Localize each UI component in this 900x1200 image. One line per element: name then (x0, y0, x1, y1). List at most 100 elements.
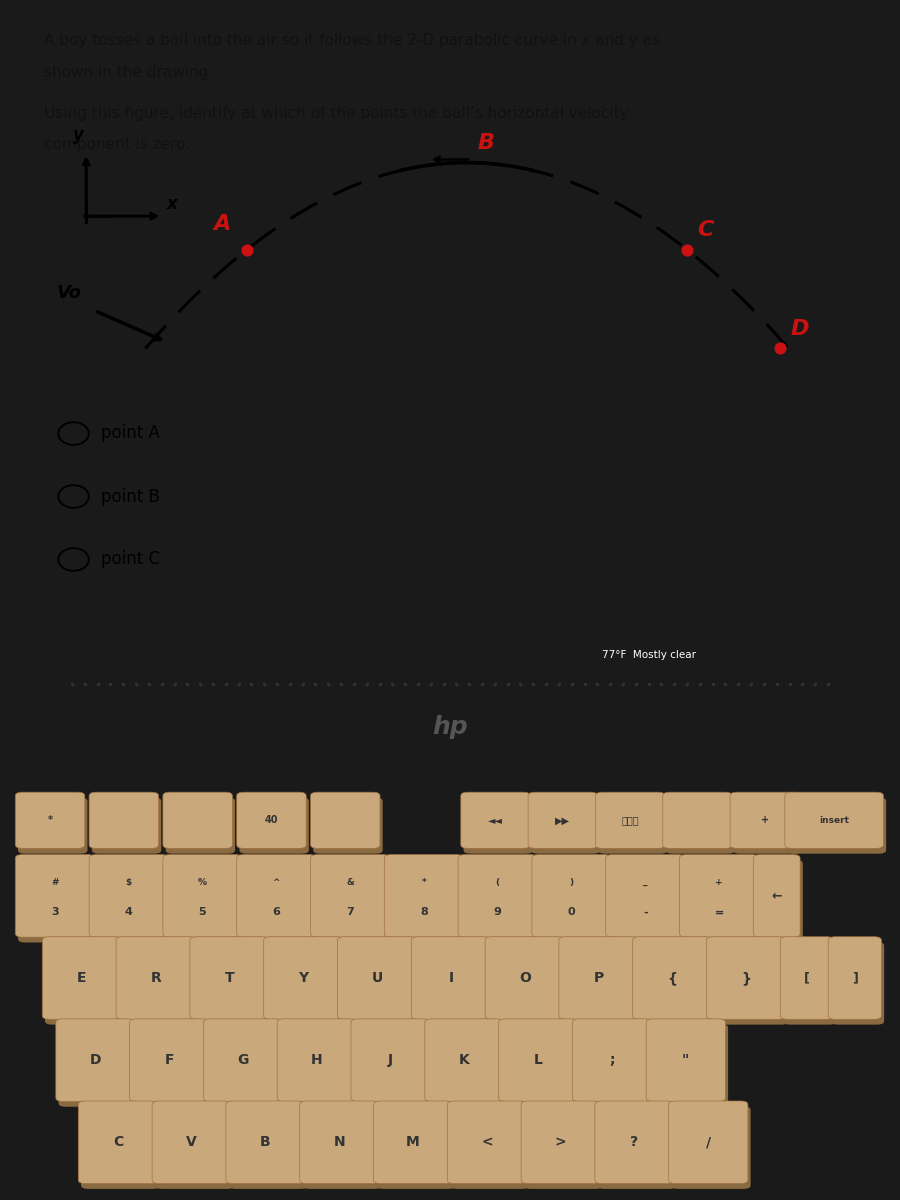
Text: Vo: Vo (57, 284, 82, 302)
FancyBboxPatch shape (458, 854, 537, 937)
FancyBboxPatch shape (45, 942, 124, 1025)
FancyBboxPatch shape (92, 860, 171, 942)
FancyBboxPatch shape (166, 798, 235, 853)
FancyBboxPatch shape (532, 854, 611, 937)
Text: +: + (760, 815, 769, 826)
Text: C: C (697, 220, 714, 240)
Text: K: K (459, 1054, 470, 1067)
FancyBboxPatch shape (788, 798, 886, 853)
Text: O: O (518, 971, 531, 985)
FancyBboxPatch shape (464, 798, 533, 853)
FancyBboxPatch shape (524, 1106, 603, 1189)
Text: D: D (90, 1054, 101, 1067)
FancyBboxPatch shape (649, 1024, 728, 1106)
FancyBboxPatch shape (163, 792, 232, 848)
FancyBboxPatch shape (680, 854, 759, 937)
Text: %: % (198, 877, 207, 887)
FancyBboxPatch shape (575, 1024, 654, 1106)
FancyBboxPatch shape (152, 1100, 231, 1183)
FancyBboxPatch shape (226, 1100, 305, 1183)
Text: 4: 4 (125, 907, 132, 918)
FancyBboxPatch shape (598, 1106, 677, 1189)
FancyBboxPatch shape (81, 1106, 160, 1189)
Text: >: > (555, 1135, 566, 1150)
FancyBboxPatch shape (310, 854, 390, 937)
Text: /: / (706, 1135, 711, 1150)
FancyBboxPatch shape (411, 937, 490, 1019)
Text: ?: ? (630, 1135, 639, 1150)
Point (239, 240, 254, 259)
FancyBboxPatch shape (384, 854, 464, 937)
FancyBboxPatch shape (58, 1024, 138, 1106)
FancyBboxPatch shape (450, 1106, 529, 1189)
FancyBboxPatch shape (229, 1106, 308, 1189)
Text: V: V (186, 1135, 197, 1150)
FancyBboxPatch shape (163, 854, 242, 937)
FancyBboxPatch shape (665, 798, 735, 853)
Text: C: C (112, 1135, 123, 1150)
Text: 40: 40 (265, 815, 278, 826)
FancyBboxPatch shape (780, 937, 833, 1019)
Text: +: + (716, 877, 723, 887)
Text: &: & (346, 877, 354, 887)
FancyBboxPatch shape (203, 1019, 283, 1102)
Text: I: I (448, 971, 454, 985)
Text: point A: point A (102, 425, 160, 443)
FancyBboxPatch shape (300, 1100, 379, 1183)
Text: T: T (225, 971, 234, 985)
FancyBboxPatch shape (166, 860, 245, 942)
FancyBboxPatch shape (92, 798, 161, 853)
FancyBboxPatch shape (528, 792, 598, 848)
FancyBboxPatch shape (783, 942, 836, 1025)
FancyBboxPatch shape (572, 1019, 652, 1102)
FancyBboxPatch shape (671, 1106, 751, 1189)
FancyBboxPatch shape (42, 937, 122, 1019)
FancyBboxPatch shape (310, 792, 380, 848)
FancyBboxPatch shape (266, 942, 346, 1025)
Text: U: U (372, 971, 382, 985)
FancyBboxPatch shape (237, 854, 316, 937)
FancyBboxPatch shape (414, 942, 493, 1025)
Text: Using this figure, identify at which of the points the ball’s horizontal velocit: Using this figure, identify at which of … (44, 106, 628, 121)
FancyBboxPatch shape (447, 1100, 526, 1183)
FancyBboxPatch shape (190, 937, 269, 1019)
FancyBboxPatch shape (425, 1019, 504, 1102)
FancyBboxPatch shape (313, 798, 382, 853)
Text: =: = (715, 907, 724, 918)
FancyBboxPatch shape (562, 942, 641, 1025)
Text: 77°F  Mostly clear: 77°F Mostly clear (602, 650, 697, 660)
Text: F: F (165, 1054, 174, 1067)
FancyBboxPatch shape (18, 860, 97, 942)
Point (773, 338, 788, 358)
FancyBboxPatch shape (89, 792, 158, 848)
FancyBboxPatch shape (535, 860, 614, 942)
FancyBboxPatch shape (606, 854, 685, 937)
Text: ): ) (570, 877, 573, 887)
FancyBboxPatch shape (598, 798, 668, 853)
Text: ^: ^ (273, 877, 280, 887)
FancyBboxPatch shape (193, 942, 272, 1025)
FancyBboxPatch shape (428, 1024, 507, 1106)
Text: point C: point C (102, 551, 160, 569)
Text: 3: 3 (51, 907, 59, 918)
Text: y: y (73, 126, 84, 144)
FancyBboxPatch shape (89, 854, 168, 937)
Text: #: # (51, 877, 59, 887)
Text: point B: point B (102, 487, 160, 505)
FancyBboxPatch shape (501, 1024, 580, 1106)
Text: A boy tosses a ball into the air so it follows the 2-D parabolic curve in x and : A boy tosses a ball into the air so it f… (44, 34, 660, 48)
Text: B: B (477, 133, 494, 154)
FancyBboxPatch shape (239, 798, 309, 853)
Text: 0: 0 (568, 907, 575, 918)
FancyBboxPatch shape (239, 860, 319, 942)
Text: 7: 7 (346, 907, 354, 918)
FancyBboxPatch shape (18, 798, 87, 853)
Text: component is zero.: component is zero. (44, 138, 190, 152)
Text: 8: 8 (420, 907, 427, 918)
FancyBboxPatch shape (785, 792, 884, 848)
Text: 9: 9 (494, 907, 501, 918)
FancyBboxPatch shape (595, 1100, 674, 1183)
Text: P: P (593, 971, 604, 985)
FancyBboxPatch shape (756, 860, 803, 942)
Text: *: * (421, 877, 427, 887)
